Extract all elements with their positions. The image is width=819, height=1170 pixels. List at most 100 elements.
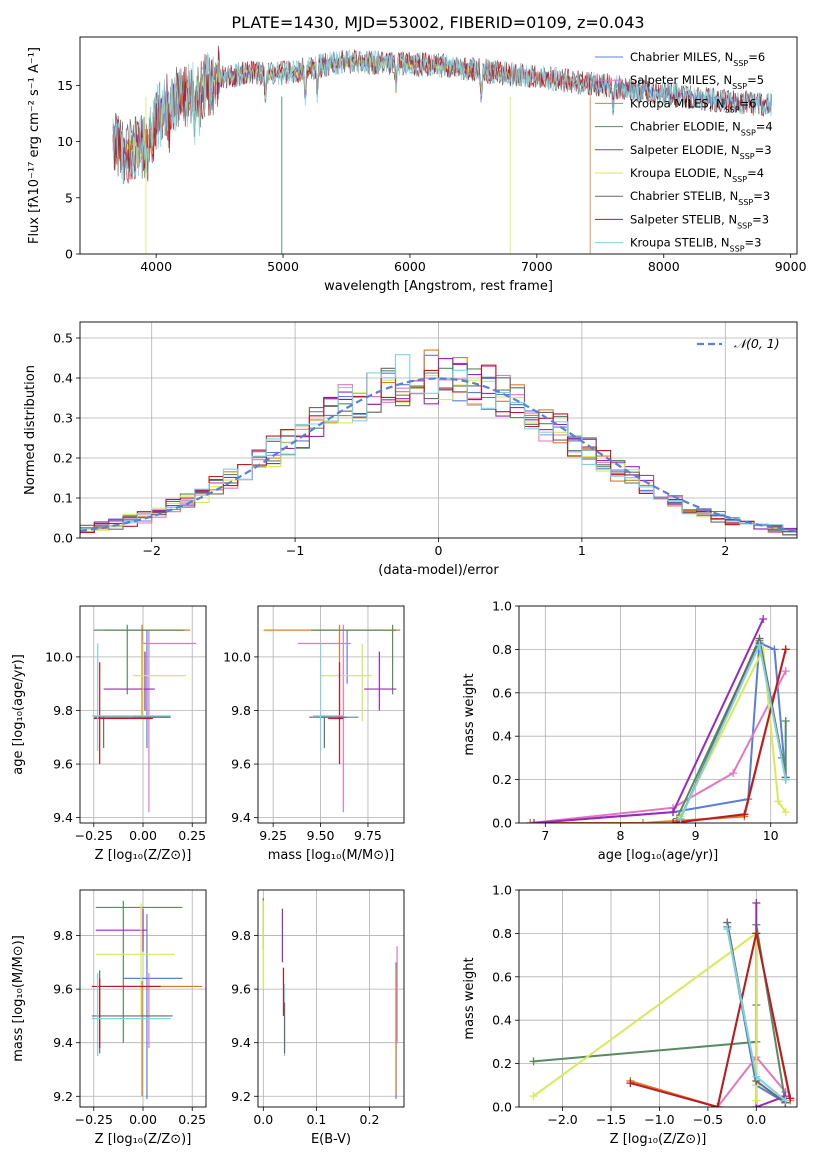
age-vs-Z-ylabel: age [log₁₀(age/yr)] [11, 654, 26, 775]
y-tick-label: 9.2 [53, 1089, 73, 1104]
weight-line-7 [630, 933, 792, 1107]
age-vs-Z-plot-area [80, 606, 206, 823]
spectrum-series-7 [112, 45, 772, 184]
x-tick-label: 4000 [140, 259, 172, 274]
massweight-vs-age-ylabel: mass weight [462, 673, 477, 755]
y-tick-label: 0.3 [53, 411, 73, 426]
massweight-vs-Z-panel: −2.0 −1.5 −1.0 −0.5 0.0 0.0 0.2 0.4 0.6 0.8 1.0 Z [… [462, 883, 798, 1147]
weight-line-5 [679, 645, 787, 817]
weight-marker [676, 814, 685, 823]
mass-vs-Z-xlabel: Z [log₁₀(Z/Z⊙)] [95, 1132, 192, 1147]
y-tick-label: 9.8 [53, 703, 73, 718]
weight-marker [781, 667, 790, 676]
mass-vs-Z-panel: −0.25 0.00 0.25 9.2 9.4 9.6 9.8 Z [log₁₀(Z/Z⊙)]… [11, 889, 207, 1147]
x-tick-label: −1 [286, 543, 304, 558]
y-tick-label: 9.8 [53, 928, 73, 943]
weight-marker [529, 1057, 538, 1066]
x-tick-label: 0 [435, 543, 443, 558]
age-vs-Z-xlabel: Z [log₁₀(Z/Z⊙)] [95, 848, 192, 863]
y-tick-label: 0.4 [53, 371, 73, 386]
legend-entry: Salpeter STELIB, NSSP=3 [630, 212, 769, 230]
x-tick-label: −1.5 [596, 1112, 626, 1127]
weight-marker [638, 819, 647, 823]
weight-marker [770, 645, 779, 654]
x-tick-label: −2.0 [547, 1112, 577, 1127]
x-tick-label: 0.00 [129, 828, 157, 843]
y-tick-label: 10.0 [223, 649, 251, 664]
y-tick-label: 9.6 [231, 757, 251, 772]
x-tick-label: 0.0 [746, 1112, 766, 1127]
y-tick-label: 9.4 [231, 1035, 251, 1050]
y-tick-label: 9.6 [231, 982, 251, 997]
x-tick-label: −0.25 [75, 1112, 113, 1127]
massweight-vs-Z-frame [518, 889, 798, 1108]
x-tick-label: 0.2 [360, 1112, 380, 1127]
y-tick-label: 9.8 [231, 928, 251, 943]
mass-vs-EBV-panel: 0.0 0.1 0.2 9.2 9.4 9.6 9.8 E(B-V) [231, 889, 405, 1147]
y-tick-label: 0.0 [492, 1100, 512, 1115]
y-tick-label: 0.6 [492, 969, 512, 984]
legend-entry: Kroupa MILES, NSSP=6 [630, 96, 756, 114]
legend-entry: Chabrier MILES, NSSP=6 [630, 50, 765, 68]
weight-line-1 [530, 670, 787, 823]
spectrum-legend: Chabrier MILES, NSSP=6 Salpeter MILES, NS… [595, 50, 773, 253]
y-tick-label: 0.1 [53, 491, 73, 506]
y-tick-label: 9.4 [53, 810, 73, 825]
weight-marker [713, 1103, 722, 1107]
weight-marker [781, 808, 790, 817]
weight-marker [729, 769, 738, 778]
y-tick-label: 0.4 [492, 729, 512, 744]
spectrum-ylabel: Flux [fλ10⁻¹⁷ erg cm⁻² s⁻¹ A⁻¹] [27, 47, 42, 244]
x-tick-label: 10 [763, 828, 779, 843]
age-vs-Z-panel: −0.25 0.00 0.25 9.4 9.6 9.8 10.0 Z [log₁₀(Z/Z⊙)… [11, 605, 207, 863]
y-tick-label: 0.0 [492, 816, 512, 831]
y-tick-label: 15 [57, 78, 73, 93]
mass-vs-EBV-xlabel: E(B-V) [311, 1132, 351, 1147]
mass-vs-EBV-frame [257, 889, 405, 1108]
y-tick-label: 9.6 [53, 757, 73, 772]
y-tick-label: 0.0 [53, 531, 73, 546]
weight-marker [759, 615, 768, 624]
x-tick-label: 9000 [775, 259, 807, 274]
weight-marker [781, 645, 790, 654]
legend-entry: Kroupa STELIB, NSSP=3 [630, 236, 761, 254]
y-tick-label: 0 [65, 247, 73, 262]
residuals-panel: 𝒩(0, 1) −2 −1 0 1 2 0.0 0.1 0.2 0.3 0.4 0.5 (data-mo… [23, 321, 798, 578]
y-tick-label: 0.8 [492, 926, 512, 941]
massweight-vs-Z-ylabel: mass weight [462, 957, 477, 1039]
y-tick-label: 0.8 [492, 642, 512, 657]
legend-entry: Chabrier ELODIE, NSSP=4 [630, 120, 773, 138]
massweight-vs-age-xlabel: age [log₁₀(age/yr)] [598, 848, 719, 863]
spectrum-xlabel: wavelength [Angstrom, rest frame] [324, 279, 553, 294]
y-tick-label: 0.6 [492, 685, 512, 700]
weight-marker [752, 1072, 761, 1081]
weight-marker [781, 775, 790, 784]
mass-vs-Z-ylabel: mass [log₁₀(M/M⊙)] [11, 935, 26, 1062]
weight-marker [781, 1096, 790, 1105]
x-tick-label: −0.25 [75, 828, 113, 843]
weight-marker [529, 1092, 538, 1101]
spectrum-panel: Chabrier MILES, NSSP=6 Salpeter MILES, NS… [27, 36, 807, 294]
x-tick-label: 0.0 [253, 1112, 273, 1127]
mass-vs-EBV-plot-area [258, 890, 404, 1107]
weight-marker [740, 810, 749, 819]
weight-marker [786, 1094, 795, 1103]
legend-entry: 𝒩(0, 1) [734, 336, 780, 351]
x-tick-label: 9.25 [259, 828, 287, 843]
mass-vs-Z-plot-area [80, 890, 206, 1107]
x-tick-label: 9 [692, 828, 700, 843]
weight-marker [752, 929, 761, 938]
y-tick-label: 10.0 [45, 649, 73, 664]
x-tick-label: 9.50 [307, 828, 335, 843]
x-tick-label: 0.1 [306, 1112, 326, 1127]
x-tick-label: 2 [721, 543, 729, 558]
massweight-vs-age-plot-area [519, 606, 797, 823]
x-tick-label: 8000 [648, 259, 680, 274]
y-tick-label: 0.2 [492, 1056, 512, 1071]
normal-curve [80, 377, 797, 533]
figure-title: PLATE=1430, MJD=53002, FIBERID=0109, z=0… [231, 13, 644, 32]
weight-marker [752, 1096, 761, 1105]
spectrum-series-8 [112, 49, 772, 185]
x-tick-label: 7000 [521, 259, 553, 274]
y-tick-label: 0.2 [53, 451, 73, 466]
